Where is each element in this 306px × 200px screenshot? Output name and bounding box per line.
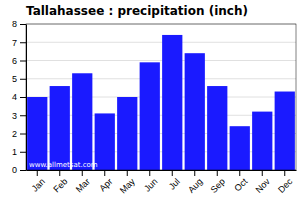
tick-label: 3 [12, 111, 17, 121]
grid-line [26, 78, 296, 79]
tick: 6 [12, 56, 26, 66]
tick-mark [20, 152, 26, 153]
tick-label: 6 [12, 56, 17, 66]
tick-mark [104, 170, 105, 176]
tick-mark [172, 170, 173, 176]
tick-label: 4 [12, 92, 17, 102]
tick-label: Dec [276, 176, 295, 195]
tick-label: Sep [209, 176, 227, 194]
tick-label: Jun [142, 176, 159, 193]
bar [162, 35, 182, 170]
tick-mark [239, 170, 240, 176]
grid-line [26, 60, 296, 61]
tick-label: Feb [51, 176, 69, 194]
tick-label: 1 [12, 147, 17, 157]
tick-label: Apr [97, 176, 114, 193]
plot-frame [26, 24, 296, 170]
title: Tallahassee : precipitation (inch) [26, 4, 248, 18]
bar [27, 97, 47, 170]
bar [275, 92, 295, 170]
tick-mark [284, 170, 285, 176]
tick: Sep [209, 170, 227, 195]
tick-mark [149, 170, 150, 176]
tick: 4 [12, 92, 26, 102]
tick-mark [20, 24, 26, 25]
tick-label: 0 [12, 165, 17, 175]
tick-label: 7 [12, 38, 17, 48]
tick-label: 2 [12, 129, 17, 139]
bar [185, 53, 205, 170]
tick-mark [194, 170, 195, 176]
tick-mark [20, 61, 26, 62]
tick: 5 [12, 74, 26, 84]
tick-label: Jan [30, 176, 47, 193]
bar [140, 62, 160, 170]
tick-mark [20, 134, 26, 135]
y-axis: 0 1 2 3 4 5 6 7 8 [12, 19, 27, 175]
grid [26, 24, 296, 170]
tick: Jun [142, 170, 159, 194]
tick-mark [59, 170, 60, 176]
tick-mark [20, 42, 26, 43]
tick: 7 [12, 38, 26, 48]
tick: Mar [74, 170, 92, 194]
tick: Apr [97, 170, 114, 193]
tick: 8 [12, 19, 26, 29]
bar [117, 97, 137, 170]
tick-mark [20, 97, 26, 98]
tick-mark [217, 170, 218, 176]
bars [27, 35, 295, 170]
annotation: www.allmetsat.com [29, 161, 98, 169]
tick: 1 [12, 147, 26, 157]
tick: May [118, 170, 137, 196]
tick-mark [82, 170, 83, 176]
tick: 3 [12, 111, 26, 121]
chart: 0 1 2 3 4 5 6 7 8 JanFeb Mar AprMay Jun Jul Aug Sep Oct N… [0, 0, 306, 200]
tick: Jul [167, 170, 182, 192]
bar [207, 86, 227, 170]
tick-mark [20, 115, 26, 116]
tick: 2 [12, 129, 26, 139]
tick-mark [37, 170, 38, 176]
tick-label: 5 [12, 74, 17, 84]
tick: Jan [30, 170, 47, 194]
bar [72, 73, 92, 170]
tick: Nov [254, 170, 273, 195]
tick-mark [262, 170, 263, 176]
plot: 0 1 2 3 4 5 6 7 8 JanFeb Mar AprMay Jun Jul Aug Sep Oct N… [12, 19, 297, 195]
tick-label: 8 [12, 19, 17, 29]
tick-label: May [118, 176, 137, 195]
tick-label: Jul [167, 176, 182, 191]
tick: 0 [12, 165, 26, 175]
bar [230, 126, 250, 170]
grid-line [26, 42, 296, 43]
tick: Oct [232, 170, 249, 193]
tick-label: Oct [232, 176, 249, 193]
tick-label: Mar [74, 176, 92, 194]
tick-mark [20, 79, 26, 80]
bar [50, 86, 70, 170]
tick-mark [127, 170, 128, 176]
tick: Feb [51, 170, 69, 194]
tick-mark [20, 170, 26, 171]
tick: Aug [186, 170, 204, 195]
tick-label: Aug [186, 176, 204, 194]
tick: Dec [276, 170, 295, 195]
bar [252, 112, 272, 170]
x-axis: JanFeb Mar AprMay Jun Jul Aug Sep Oct NovDec [27, 170, 297, 196]
tick-label: Nov [254, 176, 273, 195]
